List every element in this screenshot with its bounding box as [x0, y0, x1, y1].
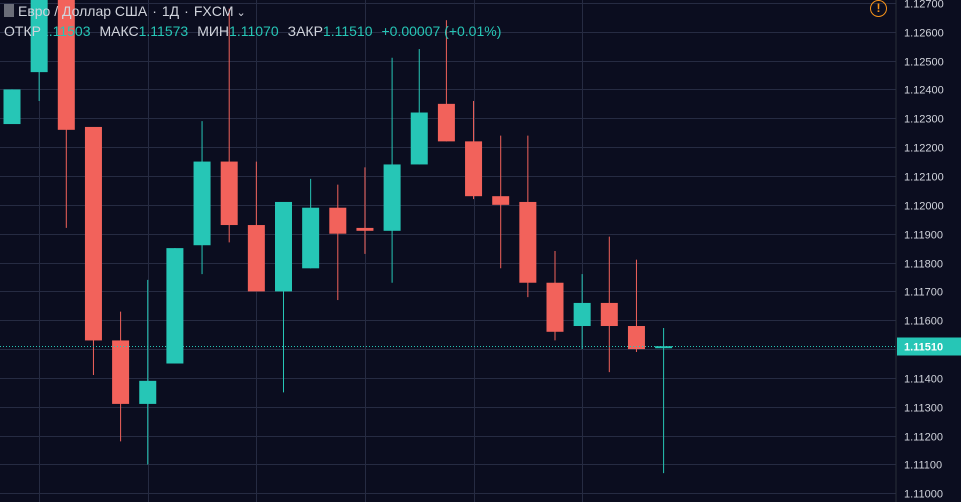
low-label: МИН [197, 23, 230, 39]
price-tick-label: 1.11100 [904, 460, 942, 472]
close-label: ЗАКР [287, 23, 323, 39]
legend-title-row[interactable]: Евро / Доллар США · 1Д · FXCM ⌄ [4, 2, 881, 22]
price-tick-label: 1.12700 [904, 0, 944, 11]
legend-separator: · [152, 3, 157, 19]
candle-body [220, 161, 238, 226]
open-value: 1.11503 [40, 23, 91, 39]
candle-body [437, 103, 455, 142]
candle-body [546, 282, 564, 332]
candle-body [302, 207, 320, 269]
candle-body [655, 346, 673, 349]
price-tick-label: 1.12600 [904, 28, 944, 40]
candle-body [166, 248, 184, 364]
candle-body [383, 164, 401, 231]
change-value: +0.00007 (+0.01%) [381, 23, 502, 39]
price-tick-label: 1.11000 [904, 489, 943, 501]
close-value: 1.11510 [322, 23, 373, 39]
candle-body [57, 0, 75, 130]
candle-body [247, 225, 265, 292]
candle-body [139, 380, 157, 404]
low-value: 1.11070 [229, 23, 279, 39]
candle-body [356, 227, 374, 231]
price-tick-label: 1.11400 [904, 374, 943, 386]
price-axis[interactable]: 1.11000 1.11100 1.11200 1.11300 1.11400 1.115… [895, 0, 944, 502]
candle-body [410, 112, 428, 165]
legend-ohlc-row: ОТКР1.11503 МАКС1.11573 МИН1.11070 ЗАКР1.11… [4, 22, 881, 40]
candle-body [84, 126, 102, 341]
last-price-label-bg [897, 337, 961, 356]
chart-legend: Евро / Доллар США · 1Д · FXCM ⌄ ОТКР1.11503 МА… [4, 2, 881, 40]
last-price-label: 1.11510 [904, 342, 943, 354]
exchange-label[interactable]: FXCM [193, 3, 234, 19]
candle-body [329, 207, 347, 234]
last-price-marker: 1.11510 [0, 337, 961, 356]
price-tick-label: 1.12100 [904, 172, 944, 184]
candle-body [600, 302, 618, 327]
price-tick-label: 1.11600 [904, 316, 943, 328]
price-tick-label: 1.12000 [904, 201, 944, 213]
candle-body [573, 302, 591, 327]
price-tick-label: 1.11200 [904, 432, 943, 444]
open-label: ОТКР [4, 23, 41, 39]
candle-body [112, 340, 130, 404]
candles-group [3, 0, 673, 474]
symbol-square-icon [4, 4, 14, 17]
candle-body [30, 0, 48, 73]
price-tick-label: 1.12500 [904, 57, 944, 69]
candle-body [3, 89, 21, 125]
symbol-title[interactable]: Евро / Доллар США [18, 3, 148, 19]
price-tick-label: 1.11700 [904, 287, 943, 299]
price-tick-label: 1.11900 [904, 230, 943, 242]
warning-circle-icon[interactable]: ! [870, 0, 887, 17]
price-tick-label: 1.11800 [904, 259, 943, 271]
high-value: 1.11573 [138, 23, 189, 39]
candle-body [627, 326, 645, 350]
candle-body [492, 196, 510, 205]
price-tick-label: 1.12300 [904, 114, 944, 126]
candle-body [519, 201, 537, 283]
price-tick-label: 1.11300 [904, 403, 943, 415]
price-tick-label: 1.12200 [904, 143, 944, 155]
legend-separator: · [184, 3, 189, 19]
candle-body [465, 141, 483, 197]
price-tick-label: 1.12400 [904, 85, 944, 97]
candle-body [275, 201, 292, 292]
high-label: МАКС [99, 23, 139, 39]
interval-label[interactable]: 1Д [161, 3, 180, 19]
candle-body [193, 161, 211, 246]
chevron-down-icon[interactable]: ⌄ [236, 7, 246, 19]
